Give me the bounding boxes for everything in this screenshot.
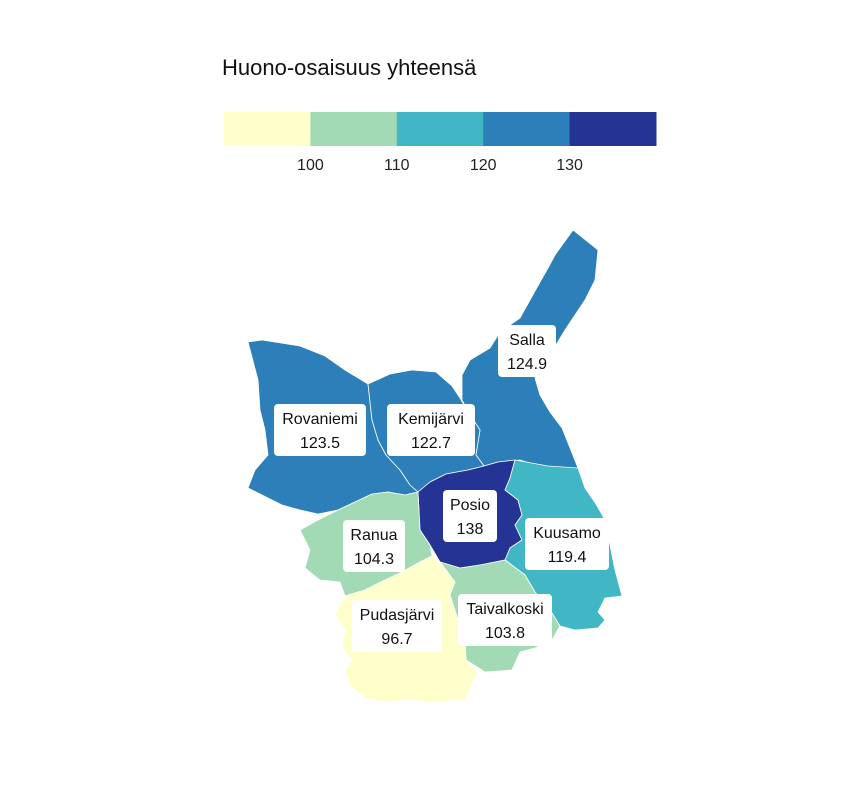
- region-name: Pudasjärvi: [360, 607, 435, 624]
- region-name: Salla: [509, 332, 545, 349]
- region-value: 119.4: [548, 549, 587, 566]
- label-box: [352, 600, 442, 652]
- region-name: Taivalkoski: [466, 601, 543, 618]
- legend-color-bar: [224, 112, 657, 146]
- label-box: [525, 518, 609, 570]
- label-kuusamo: Kuusamo 119.4: [525, 518, 609, 570]
- label-box: [387, 404, 475, 456]
- legend-bin-3: [396, 112, 484, 146]
- label-pudasjarvi: Pudasjärvi 96.7: [352, 600, 442, 652]
- label-box: [498, 325, 556, 377]
- label-box: [458, 594, 552, 646]
- region-value: 103.8: [485, 625, 525, 642]
- region-name: Kemijärvi: [398, 411, 464, 428]
- region-name: Posio: [450, 497, 490, 514]
- legend-bin-1: [224, 112, 311, 146]
- legend-tick-label: 100: [297, 157, 324, 174]
- label-box: [343, 520, 405, 572]
- label-ranua: Ranua 104.3: [343, 520, 405, 572]
- region-name: Rovaniemi: [282, 411, 358, 428]
- legend-title: Huono-osaisuus yhteensä: [222, 55, 477, 80]
- legend-bin-4: [483, 112, 571, 146]
- region-name: Ranua: [350, 527, 397, 544]
- label-box: [443, 490, 497, 542]
- label-taivalkoski: Taivalkoski 103.8: [458, 594, 552, 646]
- label-rovaniemi: Rovaniemi 123.5: [274, 404, 366, 456]
- legend-ticks: 100 110 120 130: [297, 157, 583, 174]
- map-labels: Salla 124.9 Rovaniemi 123.5 Kemijärvi 122.7 Po…: [274, 325, 609, 652]
- region-value: 122.7: [411, 435, 451, 452]
- region-value: 138: [457, 521, 484, 538]
- region-value: 96.7: [381, 631, 412, 648]
- legend-tick-label: 130: [556, 157, 583, 174]
- label-posio: Posio 138: [443, 490, 497, 542]
- legend-tick-label: 120: [470, 157, 497, 174]
- legend-bin-2: [310, 112, 398, 146]
- label-salla: Salla 124.9: [498, 325, 556, 377]
- region-value: 104.3: [354, 551, 394, 568]
- region-value: 123.5: [300, 435, 340, 452]
- label-kemijarvi: Kemijärvi 122.7: [387, 404, 475, 456]
- legend-tick-label: 110: [384, 157, 410, 174]
- legend-bin-5: [569, 112, 657, 146]
- region-value: 124.9: [507, 356, 547, 373]
- region-name: Kuusamo: [533, 525, 601, 542]
- label-box: [274, 404, 366, 456]
